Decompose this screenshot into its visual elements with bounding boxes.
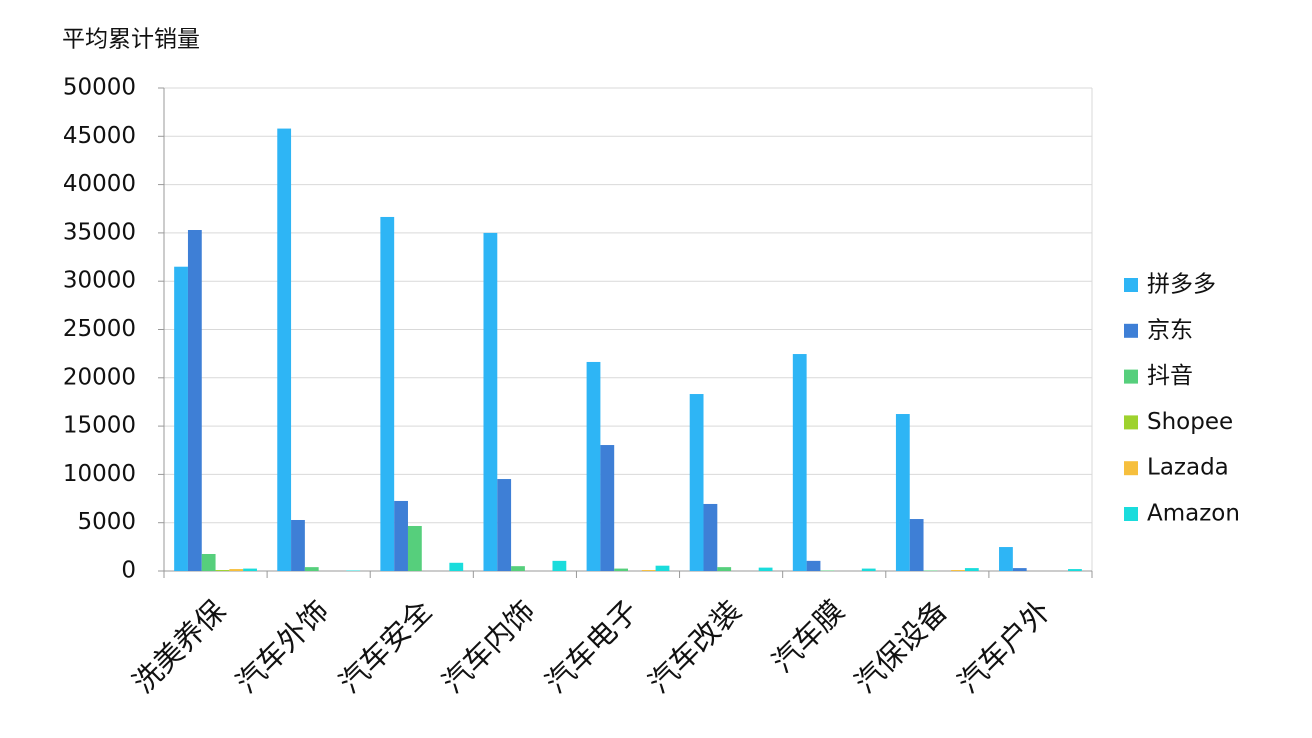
x-tick-label: 汽车安全 xyxy=(332,594,438,700)
legend-swatch xyxy=(1124,278,1138,292)
x-tick-label: 汽车电子 xyxy=(539,594,645,700)
legend-swatch xyxy=(1124,461,1138,476)
bar xyxy=(703,503,718,571)
legend-label: 拼多多 xyxy=(1147,272,1216,298)
x-tick-label: 汽车户外 xyxy=(951,594,1057,700)
bar xyxy=(243,568,257,571)
bar xyxy=(511,566,525,571)
bar xyxy=(895,414,910,571)
y-tick-label: 10000 xyxy=(63,461,136,487)
y-tick-label: 30000 xyxy=(63,268,136,294)
x-tick-label: 汽车外饰 xyxy=(229,594,335,700)
bar xyxy=(641,570,656,571)
bar xyxy=(291,519,305,571)
y-tick-label: 40000 xyxy=(63,171,136,197)
bar xyxy=(655,565,670,571)
bar xyxy=(215,570,230,571)
y-tick-label: 50000 xyxy=(63,75,136,101)
bar xyxy=(304,567,319,571)
bar xyxy=(964,568,979,571)
y-tick-label: 45000 xyxy=(63,123,136,149)
legend-label: Shopee xyxy=(1147,409,1233,435)
bar xyxy=(614,568,628,571)
y-tick-label: 5000 xyxy=(77,509,136,535)
bar xyxy=(758,567,773,571)
x-tick-label: 汽车内饰 xyxy=(435,594,541,700)
chart-title: 平均累计销量 xyxy=(62,27,200,53)
bar xyxy=(449,562,464,571)
bar xyxy=(1012,568,1027,571)
legend-swatch xyxy=(1124,323,1138,338)
x-tick-label: 汽车膜 xyxy=(765,594,851,680)
bar xyxy=(497,479,512,571)
legend-label: Amazon xyxy=(1147,501,1240,527)
bar xyxy=(806,560,821,571)
bar xyxy=(951,570,965,571)
y-tick-label: 15000 xyxy=(63,413,136,439)
bar xyxy=(483,232,498,571)
y-tick-label: 20000 xyxy=(63,364,136,390)
bar xyxy=(600,445,615,571)
x-tick-label: 洗美养保 xyxy=(126,594,232,700)
bar xyxy=(689,394,704,571)
bar xyxy=(394,500,408,571)
bar xyxy=(229,569,244,571)
y-tick-label: 0 xyxy=(121,558,136,584)
bar xyxy=(861,568,876,571)
legend-swatch xyxy=(1124,507,1138,521)
bar xyxy=(201,553,216,571)
x-tick-label: 汽保设备 xyxy=(848,594,954,700)
legend-swatch xyxy=(1124,369,1138,384)
bar xyxy=(380,216,395,571)
bar xyxy=(174,266,188,571)
bar xyxy=(999,547,1013,571)
legend-label: 抖音 xyxy=(1147,363,1193,389)
bar xyxy=(407,525,422,571)
legend-swatch xyxy=(1124,415,1138,430)
bar xyxy=(792,354,807,571)
bar xyxy=(187,230,202,571)
legend-label: Lazada xyxy=(1147,455,1229,481)
y-tick-label: 35000 xyxy=(63,219,136,245)
bar xyxy=(1068,569,1082,571)
bar xyxy=(586,361,601,571)
legend-label: 京东 xyxy=(1147,317,1193,343)
bar xyxy=(717,567,732,571)
bar xyxy=(909,519,924,571)
bar xyxy=(552,560,567,571)
bar xyxy=(277,128,292,571)
x-tick-label: 汽车改装 xyxy=(642,594,748,700)
y-tick-label: 25000 xyxy=(63,316,136,342)
